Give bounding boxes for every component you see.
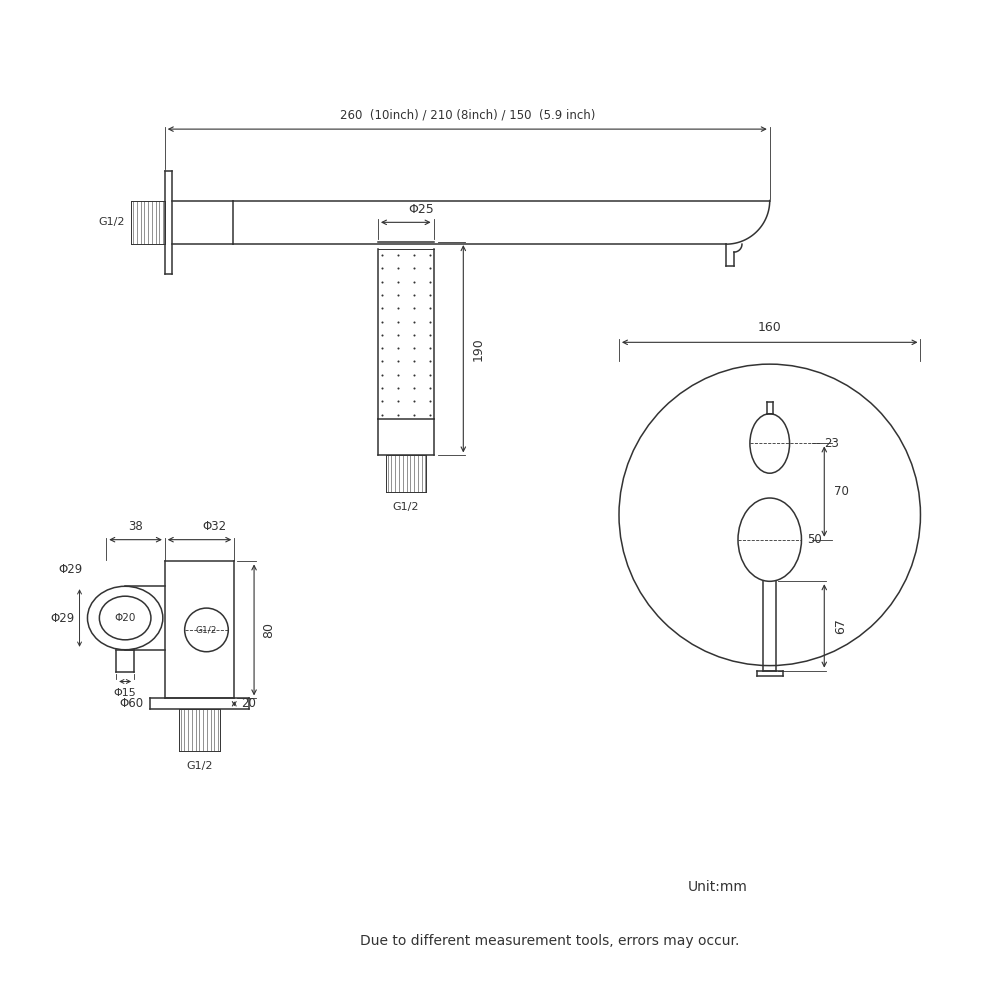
Text: 260  (10inch) / 210 (8inch) / 150  (5.9 inch): 260 (10inch) / 210 (8inch) / 150 (5.9 in… — [340, 108, 595, 121]
Text: 80: 80 — [262, 622, 275, 638]
Text: 190: 190 — [471, 337, 484, 361]
Text: G1/2: G1/2 — [196, 625, 217, 634]
Text: Φ15: Φ15 — [114, 688, 137, 698]
Text: 50: 50 — [807, 533, 822, 546]
Text: Φ32: Φ32 — [202, 520, 226, 533]
Text: G1/2: G1/2 — [99, 217, 125, 227]
Text: 70: 70 — [834, 485, 849, 498]
Text: Unit:mm: Unit:mm — [688, 880, 748, 894]
Text: 23: 23 — [824, 437, 839, 450]
Text: Due to different measurement tools, errors may occur.: Due to different measurement tools, erro… — [360, 934, 739, 948]
Text: 38: 38 — [128, 520, 143, 533]
Text: 67: 67 — [834, 618, 847, 634]
Text: 20: 20 — [241, 697, 256, 710]
Text: Φ29: Φ29 — [50, 612, 75, 625]
Text: G1/2: G1/2 — [186, 761, 213, 771]
Text: Φ29: Φ29 — [58, 563, 83, 576]
Text: Φ25: Φ25 — [408, 203, 434, 216]
Text: Φ20: Φ20 — [114, 613, 136, 623]
Text: Φ60: Φ60 — [119, 697, 143, 710]
Text: G1/2: G1/2 — [393, 502, 419, 512]
Text: 160: 160 — [758, 321, 782, 334]
